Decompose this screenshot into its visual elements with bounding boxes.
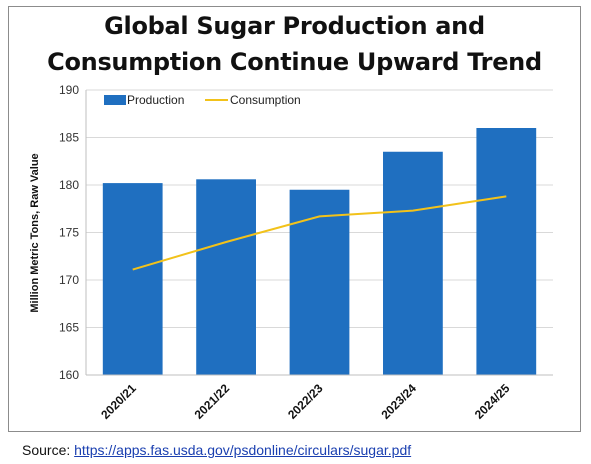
legend: Production Consumption	[104, 93, 301, 107]
legend-production-swatch	[104, 95, 126, 105]
x-tick-label: 2021/22	[192, 381, 233, 422]
chart-title-line-1: Global Sugar Production and	[104, 12, 485, 40]
production-bar	[196, 179, 256, 375]
production-bar	[476, 128, 537, 375]
production-bar	[383, 151, 443, 375]
y-tick-label: 165	[59, 321, 79, 335]
production-bar	[102, 183, 163, 375]
production-bars	[102, 128, 537, 375]
x-tick-label: 2024/25	[472, 381, 513, 422]
x-tick-label: 2023/24	[378, 381, 419, 422]
source-link[interactable]: https://apps.fas.usda.gov/psdonline/circ…	[74, 442, 412, 458]
production-bar	[289, 189, 350, 375]
x-tick-label: 2022/23	[285, 381, 326, 422]
y-tick-label: 190	[59, 83, 79, 97]
y-axis-label: Million Metric Tons, Raw Value	[29, 153, 41, 312]
legend-consumption-label: Consumption	[230, 93, 301, 107]
source-line: Source: https://apps.fas.usda.gov/psdonl…	[22, 442, 411, 458]
legend-production-label: Production	[127, 93, 184, 107]
consumption-line-group	[132, 195, 507, 271]
y-tick-label: 180	[59, 178, 79, 192]
y-tick-label: 185	[59, 131, 79, 145]
consumption-line	[132, 195, 507, 271]
y-tick-label: 175	[59, 226, 79, 240]
source-label: Source:	[22, 442, 75, 458]
chart-title-line-2: Consumption Continue Upward Trend	[47, 48, 542, 76]
x-tick-label: 2020/21	[98, 381, 139, 422]
y-tick-label: 170	[59, 273, 79, 287]
y-tick-label: 160	[59, 368, 79, 382]
